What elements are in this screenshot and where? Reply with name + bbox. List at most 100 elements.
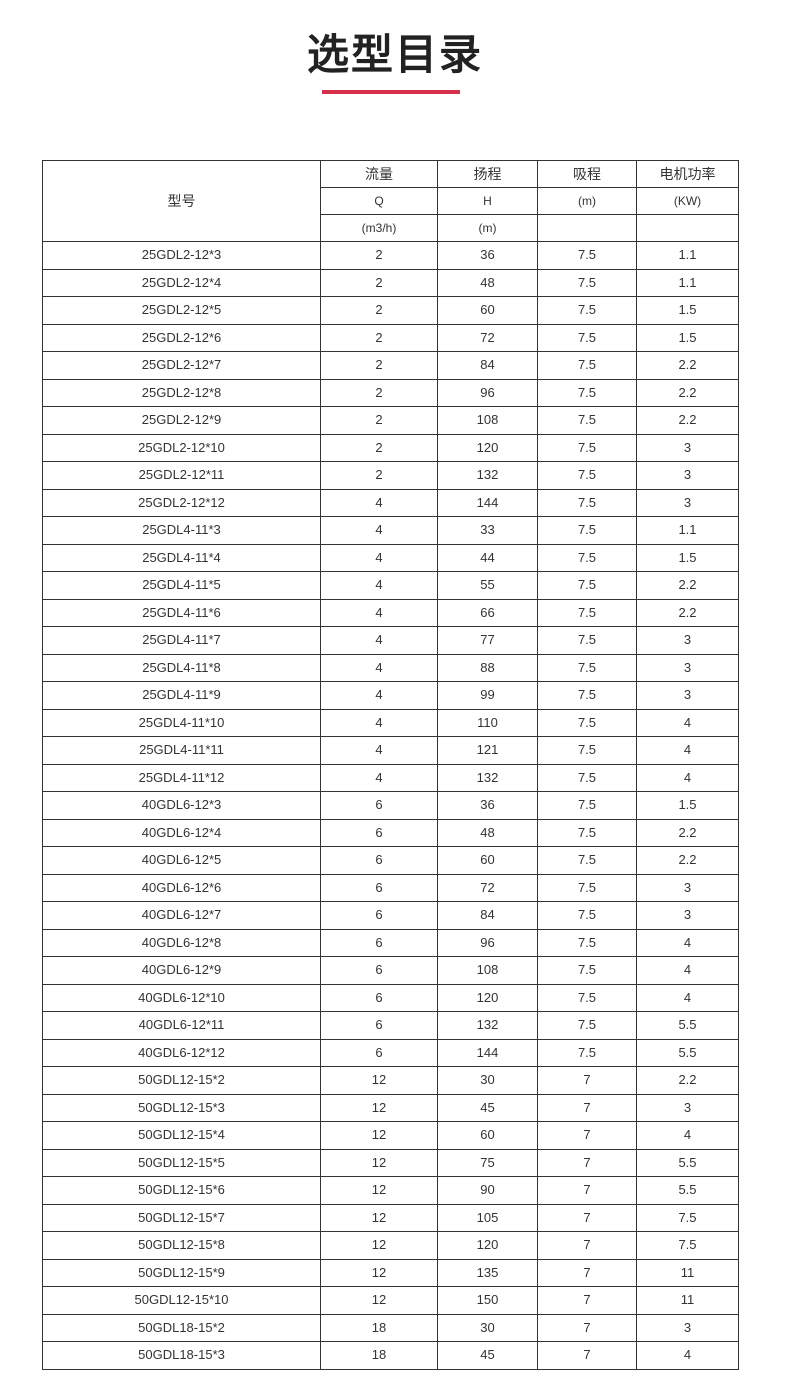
cell-suction: 7.5: [537, 406, 637, 435]
cell-flow: 12: [320, 1258, 438, 1287]
cell-model: 50GDL18-15*3: [42, 1341, 321, 1370]
cell-power: 3: [636, 1313, 739, 1342]
table-row: 50GDL12-15*9 12 135 7 11: [42, 1258, 739, 1287]
cell-power: 1.5: [636, 296, 739, 325]
cell-flow: 6: [320, 956, 438, 985]
table-row: 25GDL2-12*9 2 108 7.5 2.2: [42, 406, 739, 435]
cell-head: 30: [437, 1066, 538, 1095]
cell-power: 4: [636, 983, 739, 1012]
cell-model: 40GDL6-12*7: [42, 901, 321, 930]
cell-head: 48: [437, 818, 538, 847]
cell-suction: 7: [537, 1066, 637, 1095]
cell-flow: 4: [320, 543, 438, 572]
cell-model: 40GDL6-12*11: [42, 1011, 321, 1040]
table-row: 40GDL6-12*12 6 144 7.5 5.5: [42, 1038, 739, 1067]
cell-suction: 7: [537, 1286, 637, 1315]
cell-flow: 18: [320, 1313, 438, 1342]
cell-suction: 7: [537, 1258, 637, 1287]
cell-flow: 2: [320, 433, 438, 462]
page-title: 选型目录: [306, 30, 483, 79]
cell-head: 72: [437, 873, 538, 902]
cell-head: 72: [437, 323, 538, 352]
cell-model: 25GDL4-11*11: [42, 736, 321, 765]
cell-head: 66: [437, 598, 538, 627]
cell-head: 99: [437, 681, 538, 710]
cell-head: 60: [437, 1121, 538, 1150]
cell-head: 36: [437, 791, 538, 820]
table-row: 25GDL2-12*12 4 144 7.5 3: [42, 488, 739, 517]
table-row: 25GDL2-12*8 2 96 7.5 2.2: [42, 378, 739, 407]
table-row: 25GDL2-12*4 2 48 7.5 1.1: [42, 268, 739, 297]
cell-power: 1.1: [636, 241, 739, 270]
cell-power: 2.2: [636, 846, 739, 875]
cell-model: 25GDL4-11*12: [42, 763, 321, 792]
cell-flow: 4: [320, 598, 438, 627]
cell-flow: 12: [320, 1148, 438, 1177]
cell-model: 40GDL6-12*5: [42, 846, 321, 875]
cell-model: 25GDL2-12*11: [42, 461, 321, 490]
table-row: 40GDL6-12*6 6 72 7.5 3: [42, 873, 739, 902]
cell-suction: 7: [537, 1093, 637, 1122]
cell-power: 4: [636, 708, 739, 737]
cell-head: 88: [437, 653, 538, 682]
table-row: 25GDL4-11*7 4 77 7.5 3: [42, 626, 739, 655]
cell-power: 11: [636, 1258, 739, 1287]
table-row: 50GDL18-15*3 18 45 7 4: [42, 1341, 739, 1370]
cell-flow: 2: [320, 296, 438, 325]
cell-flow: 6: [320, 1038, 438, 1067]
cell-head: 90: [437, 1176, 538, 1205]
header-row: 型号 流量 扬程 吸程 电机功率: [42, 160, 739, 242]
table-row: 40GDL6-12*5 6 60 7.5 2.2: [42, 846, 739, 875]
cell-suction: 7.5: [537, 846, 637, 875]
cell-model: 50GDL12-15*10: [42, 1286, 321, 1315]
cell-suction: 7.5: [537, 433, 637, 462]
cell-power: 1.5: [636, 323, 739, 352]
cell-power: 1.1: [636, 516, 739, 545]
cell-head: 132: [437, 1011, 538, 1040]
cell-flow: 4: [320, 626, 438, 655]
cell-suction: 7.5: [537, 708, 637, 737]
table-row: 40GDL6-12*4 6 48 7.5 2.2: [42, 818, 739, 847]
cell-power: 2.2: [636, 406, 739, 435]
cell-flow: 2: [320, 351, 438, 380]
cell-power: 3: [636, 873, 739, 902]
cell-power: 1.5: [636, 543, 739, 572]
cell-head: 60: [437, 846, 538, 875]
cell-head: 75: [437, 1148, 538, 1177]
cell-flow: 12: [320, 1203, 438, 1232]
cell-power: 3: [636, 461, 739, 490]
cell-suction: 7.5: [537, 681, 637, 710]
cell-flow: 4: [320, 653, 438, 682]
cell-power: 7.5: [636, 1203, 739, 1232]
cell-suction: 7.5: [537, 818, 637, 847]
cell-suction: 7: [537, 1313, 637, 1342]
cell-flow: 6: [320, 818, 438, 847]
cell-model: 25GDL2-12*3: [42, 241, 321, 270]
cell-model: 40GDL6-12*4: [42, 818, 321, 847]
table-row: 25GDL4-11*11 4 121 7.5 4: [42, 736, 739, 765]
cell-flow: 12: [320, 1286, 438, 1315]
cell-model: 25GDL4-11*7: [42, 626, 321, 655]
table-row: 25GDL2-12*6 2 72 7.5 1.5: [42, 323, 739, 352]
cell-suction: 7.5: [537, 736, 637, 765]
cell-flow: 12: [320, 1066, 438, 1095]
cell-model: 40GDL6-12*9: [42, 956, 321, 985]
header-row: (m3/h) (m): [43, 214, 739, 242]
cell-head: 120: [437, 983, 538, 1012]
cell-power: 2.2: [636, 1066, 739, 1095]
cell-suction: 7: [537, 1203, 637, 1232]
cell-model: 25GDL2-12*12: [42, 488, 321, 517]
cell-flow: 12: [320, 1176, 438, 1205]
cell-model: 50GDL12-15*2: [42, 1066, 321, 1095]
cell-model: 40GDL6-12*6: [42, 873, 321, 902]
cell-flow: 2: [320, 268, 438, 297]
cell-power: 4: [636, 956, 739, 985]
cell-head: 132: [437, 461, 538, 490]
cell-head: 150: [437, 1286, 538, 1315]
table-row: 25GDL2-12*10 2 120 7.5 3: [42, 433, 739, 462]
cell-suction: 7.5: [537, 488, 637, 517]
cell-flow: 12: [320, 1093, 438, 1122]
cell-power: 2.2: [636, 818, 739, 847]
cell-suction: 7: [537, 1121, 637, 1150]
cell-flow: 4: [320, 708, 438, 737]
